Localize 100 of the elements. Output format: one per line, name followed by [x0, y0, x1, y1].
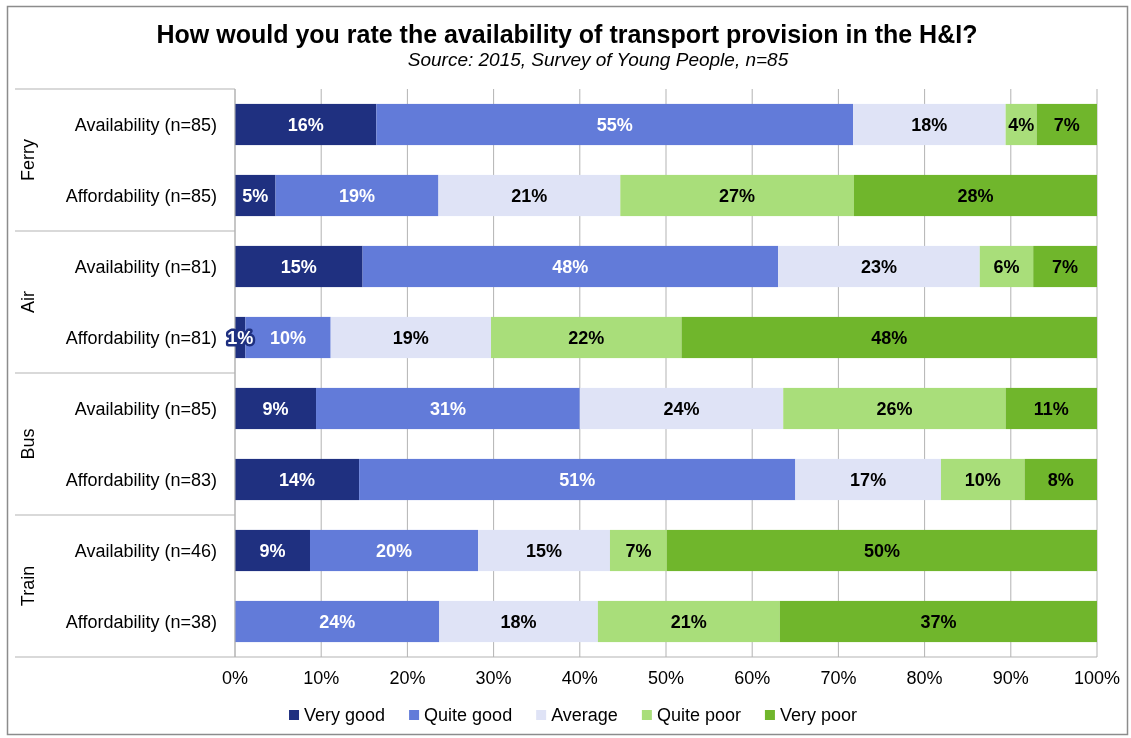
data-label: 48%: [552, 256, 589, 277]
text: Air: [18, 291, 39, 313]
legend-label: Quite good: [424, 705, 513, 726]
data-label: 7%: [1052, 256, 1079, 277]
y-tick-label: Availability (n=81): [74, 256, 217, 277]
y-tick-label: Availability (n=85): [74, 398, 217, 419]
legend-label: Quite poor: [656, 705, 741, 726]
y-tick-label: Availability (n=46): [74, 540, 217, 561]
bar: [235, 600, 440, 643]
bar: [316, 387, 580, 430]
bar: [579, 387, 784, 430]
data-label: 8%: [1047, 469, 1074, 490]
y-tick-label: Affordability (n=38): [65, 611, 217, 632]
data-label: 23%: [860, 256, 897, 277]
data-label: 10%: [964, 469, 1001, 490]
bar: [359, 458, 796, 501]
bar: [235, 529, 310, 572]
bar: [478, 529, 610, 572]
data-label: 5%: [242, 185, 269, 206]
x-tick-label: 10%: [303, 668, 340, 689]
data-label: 19%: [338, 185, 375, 206]
bar: [330, 316, 492, 359]
data-label: 16%: [287, 114, 324, 135]
bar: [376, 103, 854, 146]
bar: [235, 458, 360, 501]
chart-subtitle: Source: 2015, Survey of Young People, n=85: [407, 49, 789, 70]
data-label: 20%: [376, 540, 413, 561]
data-label: 24%: [663, 398, 700, 419]
data-label: 7%: [625, 540, 652, 561]
bar: [778, 245, 980, 288]
data-label: 27%: [719, 185, 756, 206]
data-label: 18%: [911, 114, 948, 135]
x-tick-label: 0%: [221, 668, 249, 689]
y-tick-label: Affordability (n=81): [65, 327, 217, 348]
bar: [491, 316, 682, 359]
text: Train: [18, 565, 39, 607]
bar: [620, 174, 854, 217]
text: Bus: [18, 428, 39, 460]
bar: [1033, 245, 1097, 288]
data-label: 9%: [262, 398, 289, 419]
data-label: 6%: [993, 256, 1020, 277]
bar: [853, 103, 1006, 146]
bar: [666, 529, 1097, 572]
x-tick-label: 80%: [906, 668, 943, 689]
bar: [362, 245, 779, 288]
data-label: 24%: [319, 611, 356, 632]
data-label: 28%: [957, 185, 994, 206]
x-tick-label: 50%: [647, 668, 685, 689]
x-tick-label: 60%: [734, 668, 771, 689]
data-label: 21%: [670, 611, 707, 632]
data-label: 51%: [559, 469, 596, 490]
x-tick-label: 30%: [475, 668, 512, 689]
data-label: 15%: [526, 540, 563, 561]
bar: [779, 600, 1097, 643]
bar: [1005, 387, 1097, 430]
bar: [1024, 458, 1097, 501]
y-tick-label: Affordability (n=85): [65, 185, 217, 206]
data-label: 4%: [1008, 114, 1035, 135]
bar: [597, 600, 780, 643]
bar: [438, 174, 621, 217]
data-label: 7%: [1053, 114, 1080, 135]
bar: [783, 387, 1006, 430]
bar: [940, 458, 1025, 501]
data-label: 50%: [863, 540, 900, 561]
data-label: 11%: [1033, 398, 1069, 419]
bar: [681, 316, 1097, 359]
data-label: 15%: [280, 256, 317, 277]
bar: [795, 458, 941, 501]
legend-label: Very good: [304, 705, 386, 726]
bar: [1036, 103, 1097, 146]
data-label: 26%: [876, 398, 913, 419]
bar: [609, 529, 667, 572]
data-label: 14%: [279, 469, 316, 490]
bar: [309, 529, 479, 572]
x-tick-label: 70%: [820, 668, 857, 689]
data-label: 55%: [596, 114, 633, 135]
data-label: 17%: [850, 469, 887, 490]
text: Ferry: [18, 139, 39, 181]
y-tick-label: Affordability (n=83): [65, 469, 217, 490]
y-tick-label: Availability (n=85): [74, 114, 217, 135]
x-tick-label: 90%: [992, 668, 1029, 689]
chart-title: How would you rate the availability of transport provision in the H&I?: [156, 20, 978, 48]
data-label: 18%: [500, 611, 537, 632]
x-tick-label: 20%: [389, 668, 426, 689]
data-label: 31%: [429, 398, 466, 419]
bar: [235, 103, 377, 146]
x-tick-label: 40%: [561, 668, 598, 689]
data-label: 19%: [392, 327, 429, 348]
data-label: 21%: [511, 185, 548, 206]
data-label: 10%: [270, 327, 307, 348]
bar: [275, 174, 439, 217]
x-tick-label: 100%: [1073, 668, 1121, 689]
bar: [853, 174, 1097, 217]
data-label: 22%: [568, 327, 605, 348]
data-label: 37%: [920, 611, 957, 632]
legend-label: Average: [551, 705, 618, 726]
legend-label: Very poor: [779, 705, 857, 726]
bar: [235, 245, 363, 288]
bar: [235, 387, 317, 430]
data-label: 9%: [259, 540, 286, 561]
